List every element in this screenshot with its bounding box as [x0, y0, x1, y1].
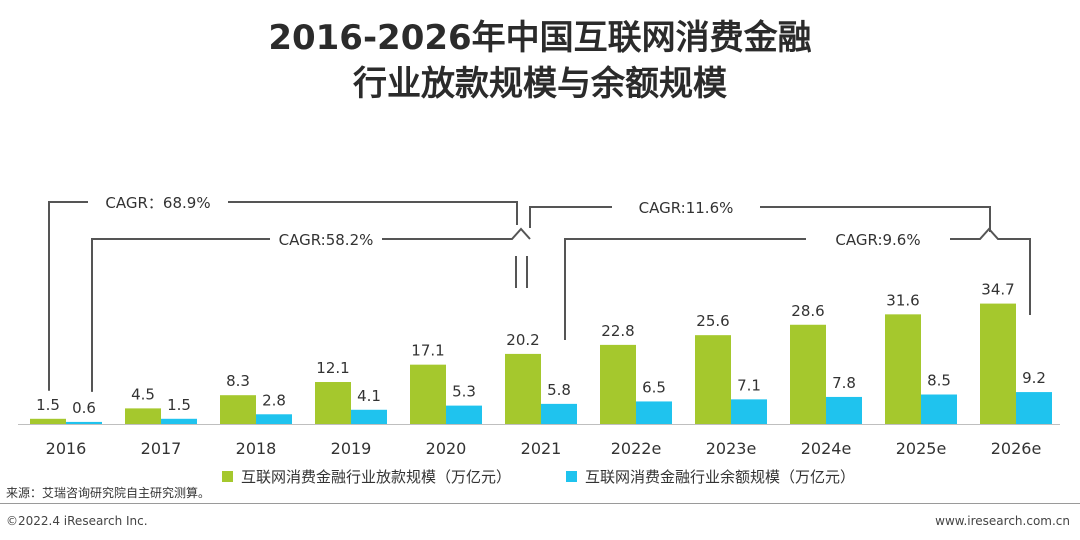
- balance-bar-2017: [161, 418, 197, 424]
- loan-value-label-2025e: 31.6: [886, 291, 919, 309]
- cagr-label-4: CAGR:9.6%: [835, 231, 920, 249]
- cagr-bracket-4-left: [564, 238, 806, 340]
- loan-value-label-2016: 1.5: [36, 396, 60, 414]
- chart-title-line1: 2016-2026年中国互联网消费金融: [268, 18, 812, 58]
- loan-bar-2024e: [790, 324, 826, 424]
- balance-bar-2019: [351, 409, 387, 424]
- bar-chart: 1.5 4.5 8.3 12.1 17.1 20.2 22.8 25.6 28.6 31.6 34.…: [18, 194, 1060, 458]
- x-tick-label-2024e: 2024e: [801, 439, 852, 458]
- cagr-bracket-1-left: [48, 201, 88, 391]
- legend-swatch-balance: [566, 471, 577, 482]
- loan-bar-2025e: [885, 314, 921, 424]
- x-tick-label-2018: 2018: [236, 439, 277, 458]
- balance-bar-2023e: [731, 399, 767, 424]
- x-tick-label-2026e: 2026e: [991, 439, 1042, 458]
- loan-value-label-2018: 8.3: [226, 372, 250, 390]
- loan-bar-2020: [410, 364, 446, 424]
- balance-bar-2016: [66, 421, 102, 424]
- loan-bar-2017: [125, 408, 161, 424]
- x-tick-label-2021: 2021: [521, 439, 562, 458]
- balance-value-label-2025e: 8.5: [927, 372, 951, 390]
- loan-bar-2016: [30, 418, 66, 424]
- cagr-label-2: CAGR:58.2%: [279, 231, 374, 249]
- cagr-label-3: CAGR:11.6%: [639, 199, 734, 217]
- loan-bar-2023e: [695, 335, 731, 424]
- cagr-bracket-3-left: [529, 206, 612, 228]
- legend-label-balance: 互联网消费金融行业余额规模（万亿元）: [585, 468, 856, 486]
- x-tick-label-2025e: 2025e: [896, 439, 947, 458]
- loan-value-label-2021: 20.2: [506, 331, 539, 349]
- balance-value-label-2020: 5.3: [452, 383, 476, 401]
- balance-value-label-2022e: 6.5: [642, 378, 666, 396]
- loan-bar-2022e: [600, 344, 636, 424]
- source-note: 来源：艾瑞咨询研究院自主研究测算。: [6, 486, 211, 500]
- loan-value-label-2026e: 34.7: [981, 281, 1014, 299]
- balance-value-label-2021: 5.8: [547, 381, 571, 399]
- legend-label-loan: 互联网消费金融行业放款规模（万亿元）: [241, 468, 512, 486]
- x-tick-label-2023e: 2023e: [706, 439, 757, 458]
- loan-value-label-2024e: 28.6: [791, 302, 824, 320]
- x-tick-label-2019: 2019: [331, 439, 372, 458]
- cagr-bracket-4-right: [950, 227, 1031, 315]
- cagr-bracket-3-right: [760, 206, 991, 232]
- cagr-bracket-2-left: [91, 238, 270, 392]
- legend-item-balance: 互联网消费金融行业余额规模（万亿元）: [566, 466, 855, 487]
- loan-bar-2021: [505, 353, 541, 424]
- x-tick-label-2017: 2017: [141, 439, 182, 458]
- balance-value-label-2026e: 9.2: [1022, 369, 1046, 387]
- loan-bar-2019: [315, 382, 351, 424]
- balance-value-label-2023e: 7.1: [737, 376, 761, 394]
- balance-value-label-2016: 0.6: [72, 399, 96, 417]
- loan-value-label-2023e: 25.6: [696, 312, 729, 330]
- x-tick-label-2016: 2016: [46, 439, 87, 458]
- loan-value-label-2022e: 22.8: [601, 322, 634, 340]
- cagr-bracket-1-right: [228, 201, 518, 225]
- x-tick-label-2020: 2020: [426, 439, 467, 458]
- legend-swatch-loan: [222, 471, 233, 482]
- loan-bar-2018: [220, 395, 256, 424]
- balance-value-label-2024e: 7.8: [832, 374, 856, 392]
- cagr-label-1: CAGR：68.9%: [105, 194, 210, 212]
- x-tick-label-2022e: 2022e: [611, 439, 662, 458]
- balance-bar-2024e: [826, 396, 862, 424]
- balance-bar-2022e: [636, 401, 672, 424]
- balance-bar-2025e: [921, 394, 957, 424]
- website-link[interactable]: www.iresearch.com.cn: [935, 514, 1070, 528]
- balance-bar-2026e: [1016, 392, 1052, 424]
- balance-value-label-2019: 4.1: [357, 387, 381, 405]
- copyright-text: ©2022.4 iResearch Inc.: [6, 514, 148, 528]
- balance-value-label-2018: 2.8: [262, 391, 286, 409]
- balance-bar-2020: [446, 405, 482, 424]
- balance-bar-2018: [256, 414, 292, 424]
- loan-value-label-2020: 17.1: [411, 342, 444, 360]
- legend-item-loan: 互联网消费金融行业放款规模（万亿元）: [222, 466, 511, 487]
- chart-title-line2: 行业放款规模与余额规模: [353, 64, 727, 104]
- balance-bar-2021: [541, 403, 577, 424]
- loan-value-label-2019: 12.1: [316, 359, 349, 377]
- loan-value-label-2017: 4.5: [131, 385, 155, 403]
- footer-divider: [0, 503, 1080, 504]
- loan-bar-2026e: [980, 303, 1016, 424]
- balance-value-label-2017: 1.5: [167, 396, 191, 414]
- cagr-bracket-2-right: [382, 227, 531, 240]
